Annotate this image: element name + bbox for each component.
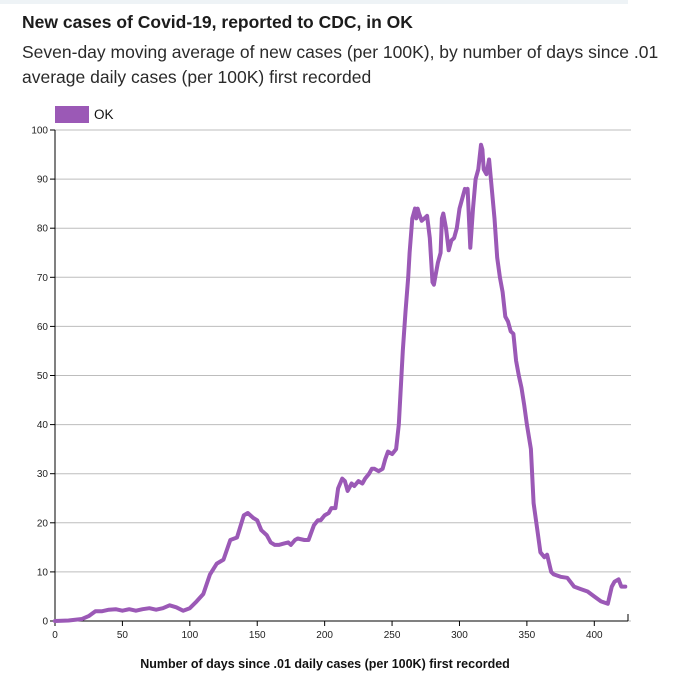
grid-lines <box>55 129 631 622</box>
x-tick-label-50: 50 <box>117 630 129 641</box>
y-tick-label-30: 30 <box>37 469 49 480</box>
x-tick-label-150: 150 <box>249 630 266 641</box>
series-layer <box>53 142 628 623</box>
y-tick-label-10: 10 <box>37 567 49 578</box>
y-tick-label-60: 60 <box>37 322 49 333</box>
y-tick-label-40: 40 <box>37 420 49 431</box>
y-tick-label-0: 0 <box>42 617 48 628</box>
y-tick-label-50: 50 <box>37 371 49 382</box>
y-tick-label-70: 70 <box>37 273 49 284</box>
x-tick-label-350: 350 <box>519 630 536 641</box>
series-line-ok <box>53 142 628 623</box>
legend: OK <box>55 106 114 123</box>
top-divider <box>0 0 628 4</box>
legend-label-ok: OK <box>94 107 114 122</box>
x-tick-label-400: 400 <box>586 630 603 641</box>
x-tick-label-300: 300 <box>451 630 468 641</box>
y-axis-ticks: 0 10 20 30 40 50 60 70 80 90 100 <box>31 126 55 628</box>
x-axis-label: Number of days since .01 daily cases (pe… <box>140 657 510 671</box>
y-tick-label-90: 90 <box>37 175 49 186</box>
x-tick-label-0: 0 <box>52 630 58 641</box>
x-tick-label-100: 100 <box>181 630 198 641</box>
x-tick-label-250: 250 <box>384 630 401 641</box>
chart-title: New cases of Covid-19, reported to CDC, … <box>22 12 413 32</box>
y-tick-label-100: 100 <box>31 126 48 137</box>
y-tick-label-20: 20 <box>37 518 49 529</box>
y-tick-label-80: 80 <box>37 224 49 235</box>
chart-subtitle: Seven-day moving average of new cases (p… <box>22 42 659 87</box>
x-axis-ticks: 0 50 100 150 200 250 300 350 400 <box>52 621 603 641</box>
legend-swatch-ok <box>55 106 89 123</box>
x-tick-label-200: 200 <box>316 630 333 641</box>
